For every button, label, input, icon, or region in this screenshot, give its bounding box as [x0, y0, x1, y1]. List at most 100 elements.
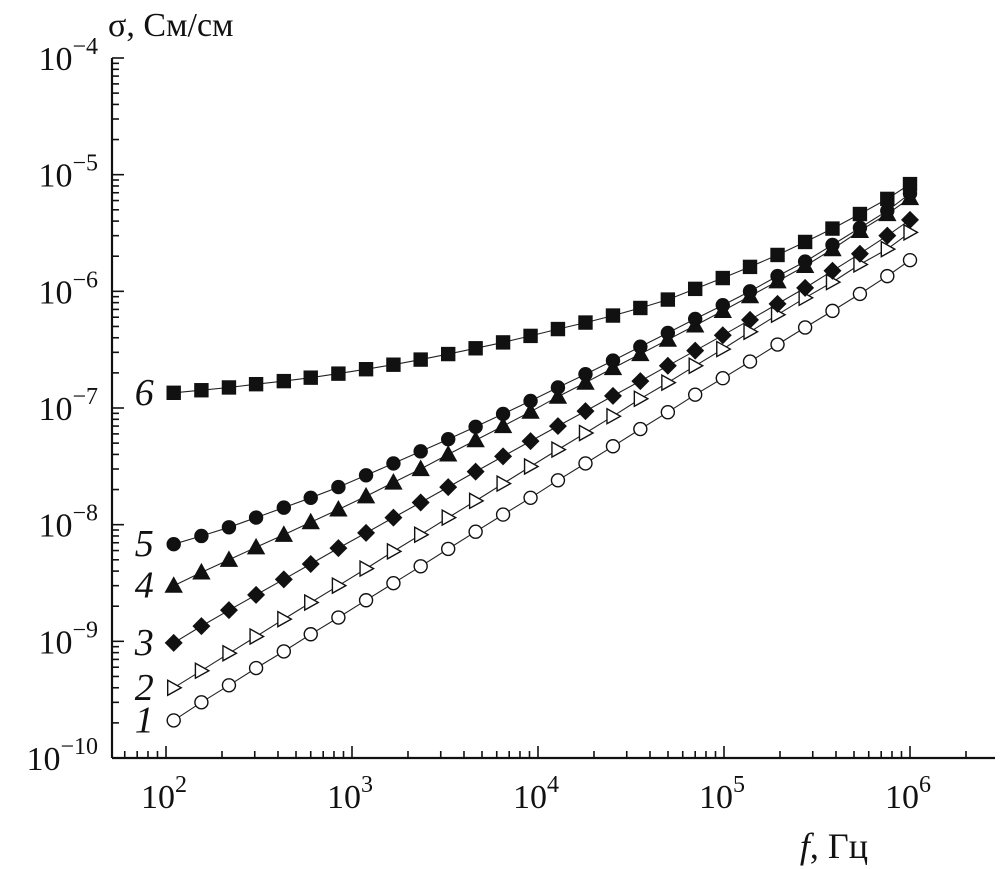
y-tick-label: 10−10	[26, 734, 98, 778]
data-point-series-4	[548, 387, 568, 404]
data-point-series-4	[521, 402, 540, 419]
data-point-series-4	[301, 512, 320, 530]
data-point-series-3	[494, 447, 513, 466]
data-point-series-3	[768, 294, 787, 313]
data-point-series-3	[411, 493, 430, 512]
data-point-series-1	[166, 713, 181, 728]
x-axis-unit: , Гц	[810, 826, 868, 866]
data-point-series-1	[660, 405, 676, 420]
data-point-series-1	[413, 559, 428, 574]
data-point-series-1	[902, 252, 918, 268]
data-point-series-4	[384, 473, 403, 490]
data-point-series-5	[303, 490, 318, 505]
data-point-series-1	[825, 303, 840, 319]
data-point-series-2	[194, 662, 211, 680]
data-point-series-3	[466, 462, 485, 481]
data-point-series-6	[248, 376, 264, 392]
data-point-series-3	[439, 478, 458, 497]
curve-label-2: 2	[135, 667, 154, 709]
data-point-series-1	[440, 541, 456, 557]
y-tick-label: 10−4	[38, 34, 98, 78]
data-point-series-1	[276, 644, 292, 659]
data-point-series-3	[274, 570, 293, 589]
data-point-series-6	[468, 341, 483, 356]
data-point-series-6	[523, 328, 538, 344]
data-point-series-3	[576, 402, 595, 421]
data-point-series-3	[796, 278, 815, 297]
data-point-series-5	[248, 510, 264, 525]
data-point-series-1	[852, 286, 868, 302]
x-tick-label: 104	[513, 772, 559, 816]
y-tick-label: 10−6	[38, 267, 98, 311]
data-point-series-6	[902, 176, 918, 192]
data-point-series-5	[852, 220, 868, 236]
data-point-series-5	[715, 298, 730, 313]
data-point-series-2	[166, 679, 183, 697]
series-line-1	[173, 259, 911, 721]
data-point-series-5	[276, 500, 292, 515]
data-point-series-3	[164, 633, 183, 652]
data-point-series-6	[276, 373, 292, 389]
data-point-series-1	[578, 456, 593, 471]
data-point-series-2	[633, 390, 650, 408]
data-point-series-3	[878, 226, 897, 245]
data-point-series-5	[742, 284, 758, 299]
data-point-series-2	[468, 492, 485, 510]
data-point-series-5	[468, 419, 483, 435]
data-point-series-6	[221, 380, 237, 395]
data-point-series-4	[411, 459, 430, 477]
data-point-series-5	[386, 456, 401, 471]
data-point-series-2	[606, 407, 622, 425]
data-point-series-2	[304, 593, 320, 612]
data-point-series-2	[661, 373, 677, 392]
data-point-series-2	[578, 424, 595, 442]
data-point-series-2	[413, 526, 430, 544]
data-point-series-5	[605, 353, 621, 368]
data-point-series-4	[164, 576, 183, 593]
data-point-series-3	[658, 356, 677, 375]
data-point-series-6	[660, 292, 676, 307]
data-point-series-1	[770, 337, 785, 352]
data-point-series-1	[194, 695, 209, 710]
data-point-series-5	[797, 254, 813, 269]
data-point-series-3	[329, 539, 348, 558]
y-tick-label: 10−5	[38, 151, 98, 195]
data-point-series-3	[741, 310, 760, 329]
data-point-series-5	[523, 393, 538, 409]
data-point-series-5	[358, 468, 374, 483]
data-point-series-3	[713, 326, 732, 345]
data-point-series-1	[248, 660, 264, 676]
data-point-series-1	[523, 490, 538, 505]
data-point-series-5	[166, 537, 181, 552]
data-point-series-3	[686, 341, 705, 360]
data-point-series-2	[903, 223, 919, 242]
y-axis-label: σ, См/см	[108, 7, 234, 44]
data-point-series-5	[880, 203, 895, 219]
data-point-series-6	[880, 191, 895, 207]
data-point-series-1	[358, 593, 374, 608]
data-point-series-3	[384, 508, 403, 527]
data-point-series-6	[578, 315, 593, 330]
data-point-series-1	[880, 268, 895, 284]
data-point-series-2	[222, 644, 238, 662]
data-point-series-2	[688, 357, 705, 375]
data-point-series-4	[576, 373, 595, 390]
data-point-series-1	[221, 678, 237, 693]
curve-label-6: 6	[135, 372, 154, 414]
data-point-series-2	[249, 627, 266, 646]
data-point-series-6	[797, 234, 813, 250]
tick-marks	[112, 57, 967, 759]
data-point-series-6	[605, 308, 621, 323]
x-tick-label: 106	[885, 772, 931, 816]
data-point-series-6	[687, 281, 703, 297]
data-point-series-1	[386, 575, 401, 591]
data-point-series-3	[823, 261, 842, 280]
data-point-series-5	[578, 366, 593, 382]
data-point-series-4	[246, 537, 266, 555]
data-point-series-3	[247, 585, 266, 604]
data-point-series-4	[219, 550, 239, 567]
curve-label-3: 3	[134, 622, 154, 664]
data-point-series-5	[825, 237, 840, 253]
curve-label-1: 1	[135, 699, 154, 741]
data-point-series-6	[633, 300, 648, 316]
